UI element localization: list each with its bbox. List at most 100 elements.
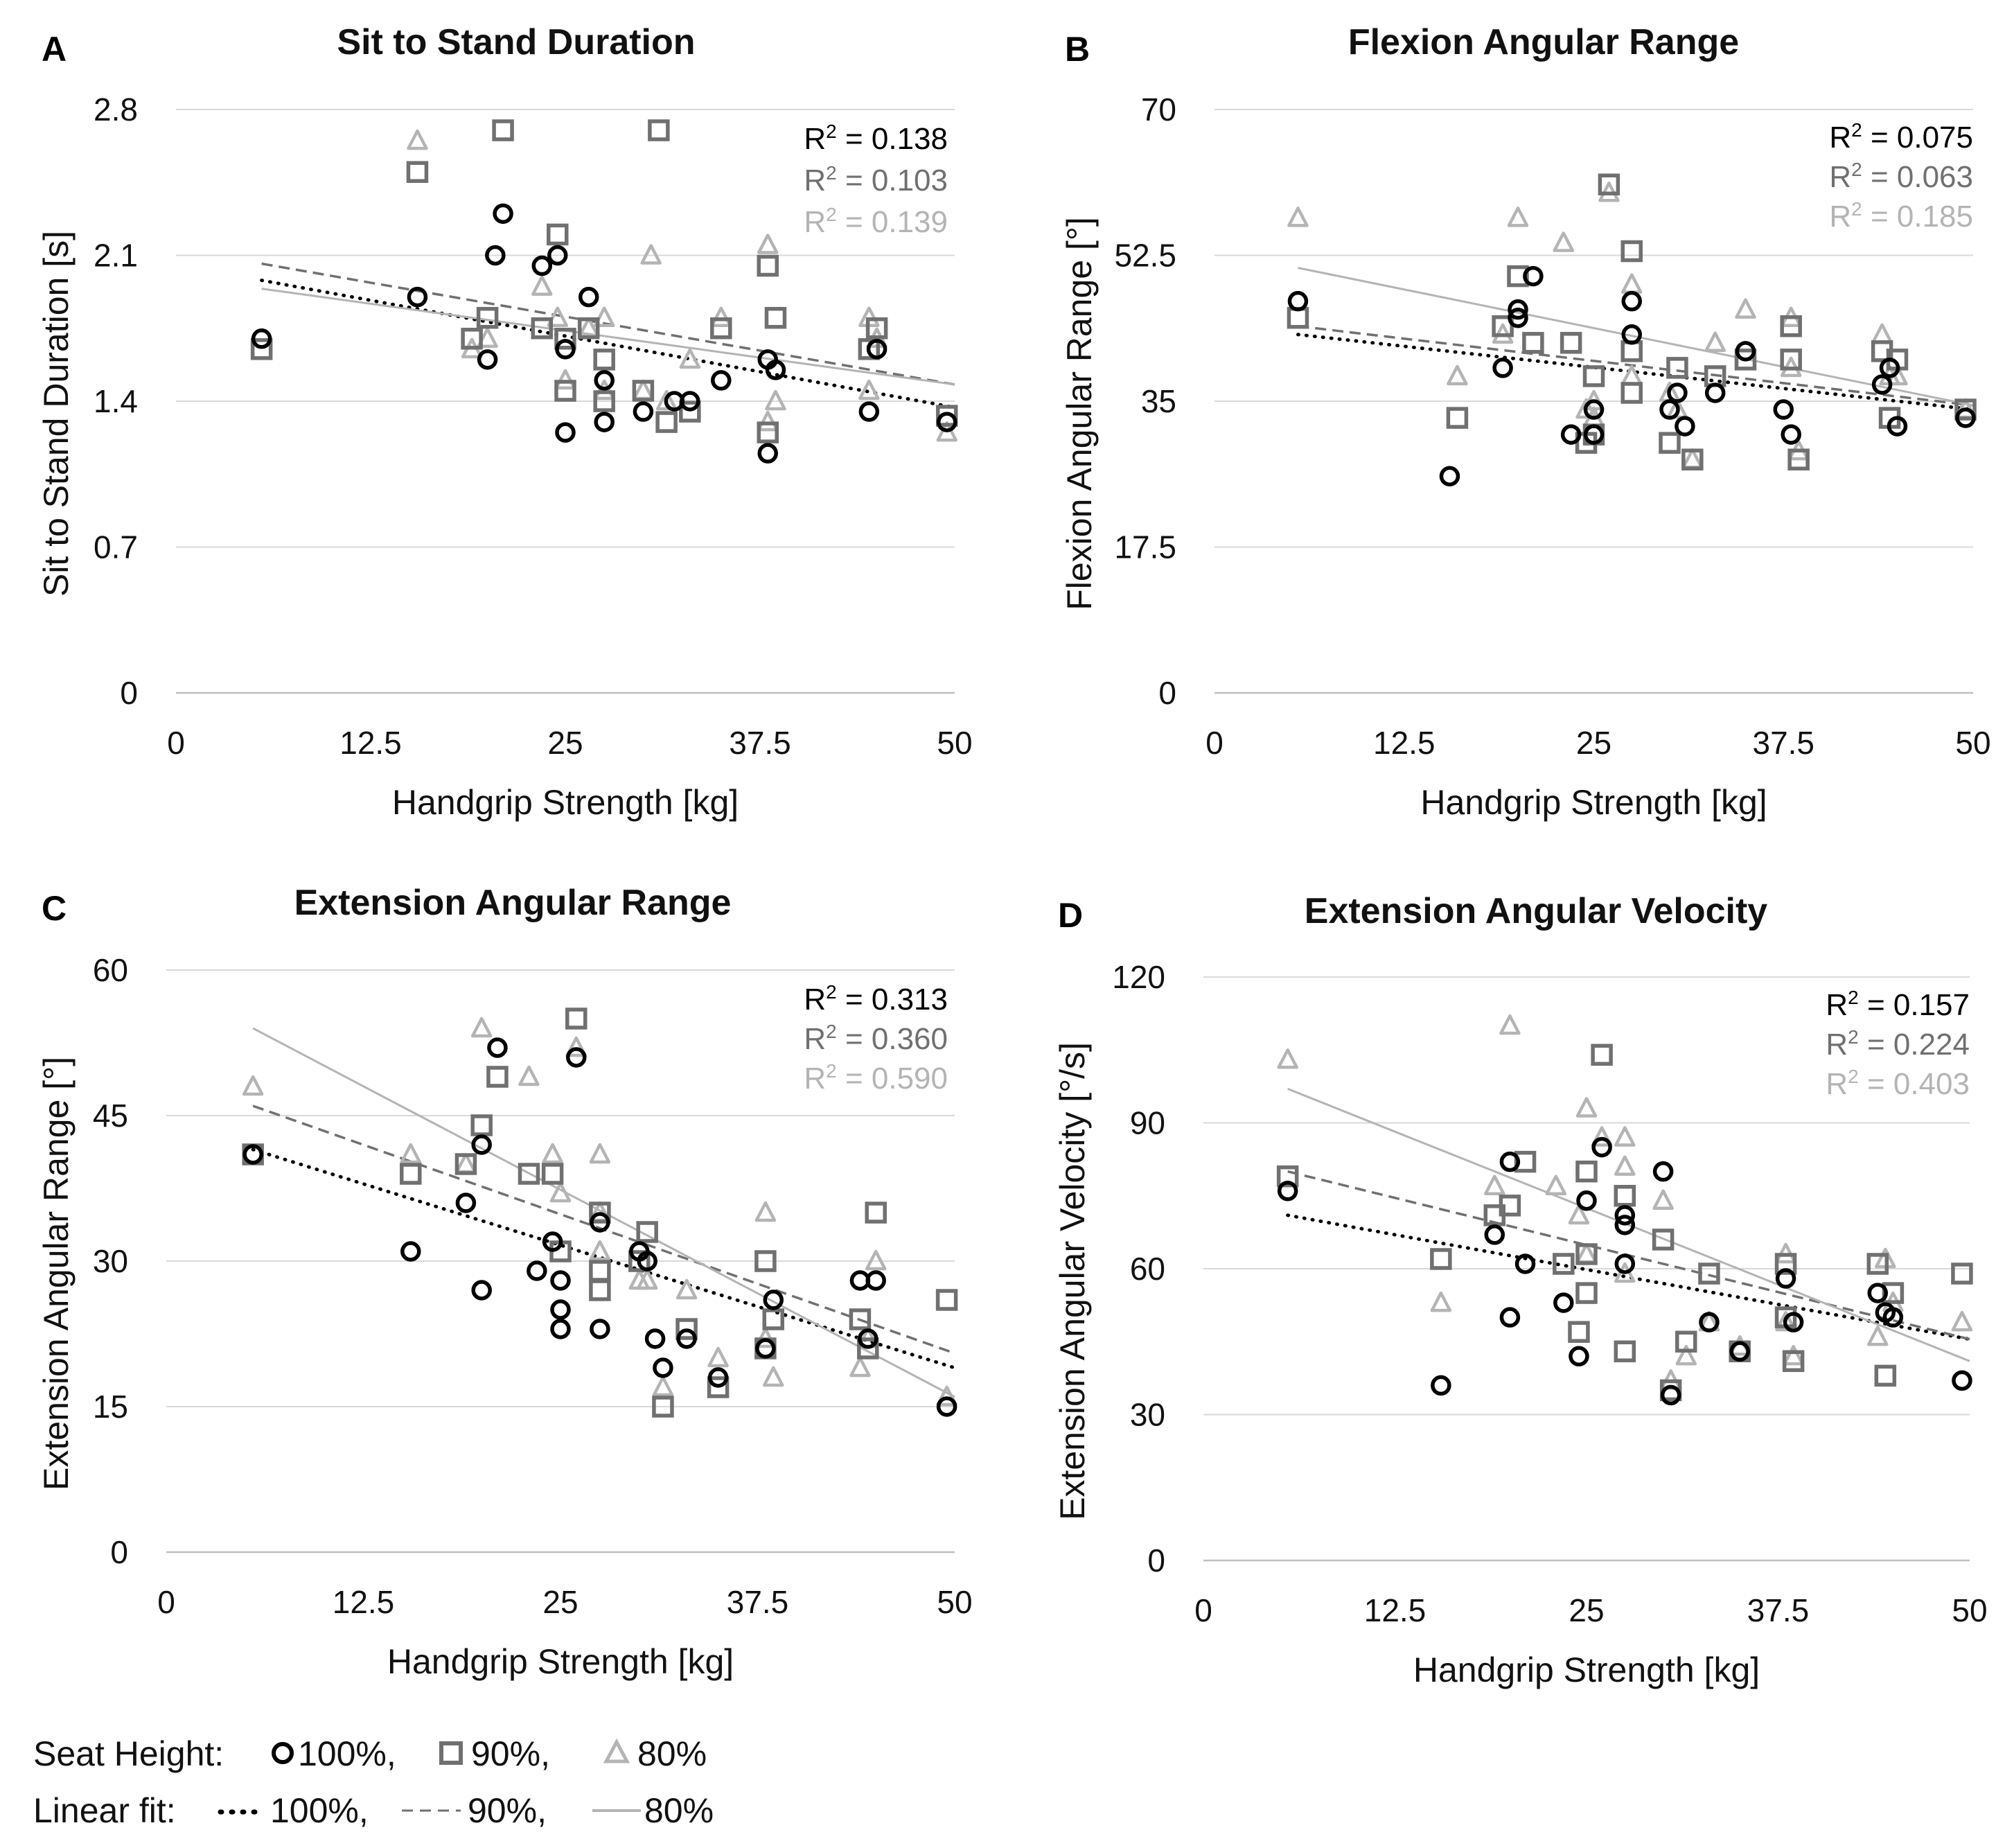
- point-triangle: [655, 389, 678, 411]
- point-triangle: [1735, 298, 1756, 319]
- point-triangle: [1614, 1126, 1636, 1147]
- r2-label-100: R2 = 0.157: [1826, 987, 1970, 1022]
- chart-title: Flexion Angular Range: [1348, 22, 1739, 62]
- point-circle: [1431, 1375, 1451, 1396]
- point-circle: [594, 370, 615, 391]
- point-triangle: [242, 1075, 264, 1096]
- point-triangle: [858, 379, 880, 401]
- point-triangle: [1484, 1174, 1505, 1195]
- point-triangle: [1621, 273, 1643, 294]
- point-square: [655, 411, 678, 433]
- point-square: [461, 328, 483, 350]
- y-tick-label: 70: [1141, 91, 1176, 127]
- point-triangle: [1575, 1097, 1598, 1118]
- point-circle: [590, 1212, 610, 1233]
- point-square: [593, 390, 615, 412]
- legend-seat-90: 90%,: [471, 1734, 550, 1773]
- point-square: [1675, 1330, 1697, 1353]
- point-triangle: [1507, 206, 1529, 227]
- panel-a: A Sit to Stand Duration 0 0.7 1.4 2.1 2.8 0 12.5…: [37, 22, 973, 822]
- point-circle: [1614, 1215, 1636, 1235]
- point-circle: [471, 1134, 492, 1155]
- legend-fit-80: 80%: [644, 1791, 714, 1830]
- point-square: [1614, 1185, 1636, 1207]
- point-circle: [407, 286, 428, 308]
- point-circle: [578, 286, 599, 308]
- y-tick-label: 0: [1158, 675, 1176, 711]
- point-circle: [1499, 1307, 1521, 1328]
- point-square: [865, 317, 888, 340]
- point-triangle: [757, 410, 779, 432]
- y-tick-label: 52.5: [1114, 238, 1176, 274]
- point-circle: [1775, 1268, 1796, 1289]
- y-tick-label: 15: [93, 1389, 128, 1425]
- point-circle: [550, 1299, 571, 1320]
- point-triangle: [849, 1356, 871, 1378]
- x-tick-label: 25: [1576, 725, 1611, 761]
- point-square: [1659, 1379, 1682, 1402]
- y-tick-label: 2.8: [94, 91, 138, 127]
- x-tick-label: 12.5: [339, 725, 402, 761]
- point-square: [1614, 1340, 1636, 1363]
- point-square: [1507, 265, 1529, 288]
- point-circle: [644, 1328, 666, 1349]
- point-triangle: [1568, 1204, 1590, 1225]
- point-circle: [542, 1231, 563, 1252]
- point-triangle: [407, 129, 428, 150]
- r2-label-80: R2 = 0.403: [1826, 1066, 1970, 1101]
- point-circle: [653, 1357, 673, 1378]
- point-triangle: [652, 1375, 674, 1397]
- point-circle: [251, 328, 272, 349]
- point-circle: [937, 412, 957, 432]
- point-square: [1782, 1350, 1805, 1373]
- point-circle: [550, 1270, 571, 1291]
- point-square: [936, 405, 958, 427]
- point-square: [710, 317, 732, 340]
- point-circle: [455, 1193, 477, 1213]
- point-circle: [566, 1047, 587, 1068]
- point-circle: [1621, 290, 1642, 312]
- point-circle: [1492, 358, 1513, 378]
- fit-line-80: [1287, 1087, 1970, 1362]
- fit-line-80: [261, 288, 955, 386]
- x-tick-label: 37.5: [729, 725, 791, 761]
- x-tick-label: 50: [1952, 1592, 1987, 1628]
- point-triangle: [936, 1385, 957, 1407]
- point-square: [1446, 407, 1469, 429]
- point-triangle: [1951, 1310, 1973, 1332]
- point-triangle: [1553, 231, 1574, 252]
- x-tick-label: 12.5: [333, 1584, 395, 1620]
- point-triangle: [710, 306, 732, 327]
- point-triangle: [400, 1143, 422, 1164]
- y-tick-label: 35: [1141, 383, 1176, 419]
- point-triangle: [675, 1278, 698, 1300]
- x-tick-label: 50: [1955, 725, 1990, 761]
- point-circle: [594, 412, 615, 432]
- point-circle: [1781, 424, 1801, 445]
- point-circle: [1675, 416, 1695, 437]
- y-tick-label: 17.5: [1114, 529, 1176, 565]
- point-circle: [1871, 374, 1893, 395]
- y-tick-label: 2.1: [94, 238, 138, 274]
- point-triangle: [1675, 1345, 1697, 1366]
- panel-letter: D: [1058, 896, 1083, 935]
- point-square: [1276, 1165, 1299, 1188]
- point-triangle: [1614, 1155, 1636, 1176]
- point-square: [1598, 173, 1620, 196]
- y-axis-label: Extension Angular Velocity [°/s]: [1053, 1042, 1092, 1520]
- point-square: [648, 119, 670, 141]
- point-circle: [865, 1270, 886, 1291]
- point-circle: [1621, 324, 1642, 345]
- point-circle: [637, 1251, 657, 1271]
- point-square: [1666, 357, 1688, 379]
- y-tick-label: 0.7: [94, 529, 138, 565]
- point-circle: [477, 349, 498, 370]
- point-circle: [1591, 1136, 1612, 1158]
- point-circle: [1499, 1151, 1521, 1172]
- point-circle: [1553, 1292, 1574, 1313]
- point-square: [1620, 340, 1643, 362]
- x-tick-label: 12.5: [1364, 1592, 1426, 1628]
- point-triangle: [589, 1143, 611, 1164]
- point-square: [1514, 1150, 1537, 1173]
- point-square: [636, 1221, 658, 1243]
